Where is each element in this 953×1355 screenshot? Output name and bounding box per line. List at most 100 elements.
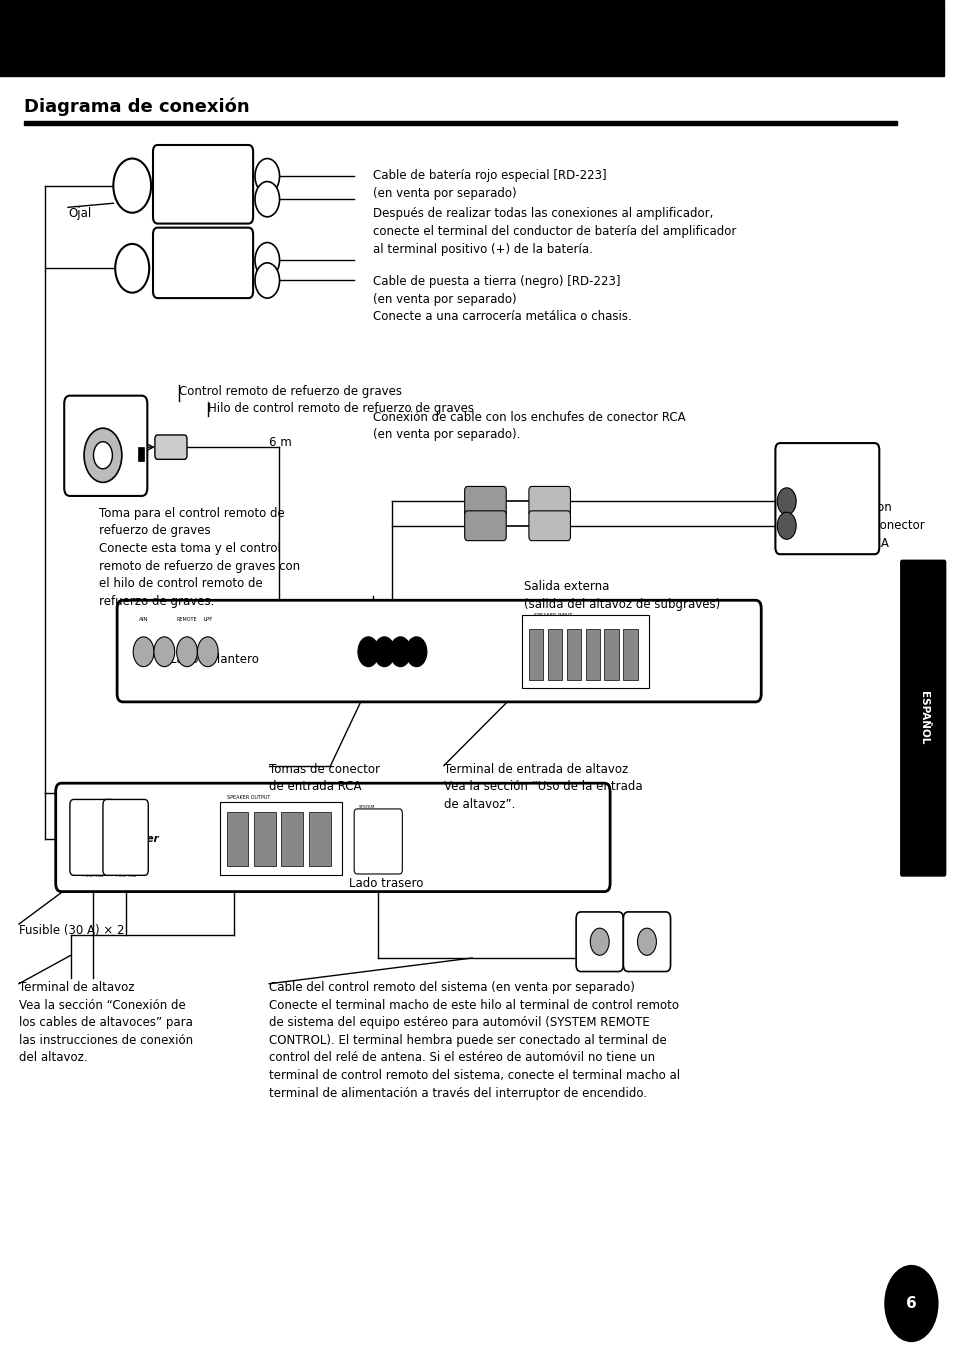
Text: 6 m: 6 m bbox=[269, 436, 292, 450]
FancyBboxPatch shape bbox=[521, 615, 648, 688]
Bar bbox=[227, 812, 248, 866]
Text: refuerzo de graves: refuerzo de graves bbox=[99, 524, 211, 538]
Circle shape bbox=[406, 637, 426, 667]
Circle shape bbox=[777, 512, 796, 539]
Text: refuerzo de graves.: refuerzo de graves. bbox=[99, 595, 214, 608]
Circle shape bbox=[84, 428, 122, 482]
Text: CONTROL: CONTROL bbox=[358, 810, 378, 814]
Text: al terminal positivo (+) de la batería.: al terminal positivo (+) de la batería. bbox=[373, 243, 593, 256]
Text: Cable del control remoto del sistema (en venta por separado): Cable del control remoto del sistema (en… bbox=[269, 981, 635, 995]
Text: CONTROL). El terminal hembra puede ser conectado al terminal de: CONTROL). El terminal hembra puede ser c… bbox=[269, 1034, 666, 1047]
FancyBboxPatch shape bbox=[154, 435, 187, 459]
Bar bbox=[585, 629, 599, 680]
Text: (en venta por separado): (en venta por separado) bbox=[373, 187, 517, 201]
Bar bbox=[0, 0, 943, 76]
Text: FUSE 30A: FUSE 30A bbox=[115, 874, 135, 878]
Text: (en venta por separado).: (en venta por separado). bbox=[373, 428, 520, 442]
Bar bbox=[604, 629, 618, 680]
Text: SYSTEM: SYSTEM bbox=[358, 805, 375, 809]
Text: Cable de batería rojo especial [RD-223]: Cable de batería rojo especial [RD-223] bbox=[373, 169, 606, 183]
Text: automóvil con: automóvil con bbox=[806, 501, 890, 515]
Text: Fusible (30 A): Fusible (30 A) bbox=[163, 241, 243, 255]
FancyBboxPatch shape bbox=[576, 912, 622, 972]
Circle shape bbox=[254, 159, 279, 194]
Text: (salida del altavoz de subgraves): (salida del altavoz de subgraves) bbox=[523, 598, 720, 611]
Bar bbox=[309, 812, 330, 866]
Circle shape bbox=[254, 263, 279, 298]
Text: Fusible (30 A): Fusible (30 A) bbox=[163, 169, 243, 183]
Text: Salida externa: Salida externa bbox=[523, 580, 609, 593]
Circle shape bbox=[374, 637, 395, 667]
Circle shape bbox=[390, 637, 411, 667]
Circle shape bbox=[133, 637, 153, 667]
Circle shape bbox=[176, 637, 197, 667]
Bar bbox=[547, 629, 561, 680]
Text: REMOTE: REMOTE bbox=[176, 617, 197, 622]
Text: Conexión de cable con los enchufes de conector RCA: Conexión de cable con los enchufes de co… bbox=[373, 411, 685, 424]
Text: de sistema del equipo estéreo para automóvil (SYSTEM REMOTE: de sistema del equipo estéreo para autom… bbox=[269, 1016, 649, 1030]
Text: conecte el terminal del conductor de batería del amplificador: conecte el terminal del conductor de bat… bbox=[373, 225, 736, 238]
Text: Fusible (30 A) × 2: Fusible (30 A) × 2 bbox=[19, 924, 124, 938]
Text: Conecte a una carrocería metálica o chasis.: Conecte a una carrocería metálica o chas… bbox=[373, 310, 631, 324]
Text: SPEAKER INPUT: SPEAKER INPUT bbox=[533, 612, 572, 618]
Text: el hilo de control remoto de: el hilo de control remoto de bbox=[99, 577, 263, 591]
Text: Diagrama de conexión: Diagrama de conexión bbox=[24, 98, 249, 117]
Text: 6: 6 bbox=[905, 1295, 916, 1312]
Circle shape bbox=[93, 442, 112, 469]
FancyBboxPatch shape bbox=[528, 511, 570, 541]
Bar bbox=[253, 812, 275, 866]
Bar bbox=[138, 447, 143, 461]
Text: AIN: AIN bbox=[139, 617, 148, 622]
Text: Toma para el control remoto de: Toma para el control remoto de bbox=[99, 507, 285, 520]
Circle shape bbox=[777, 488, 796, 515]
Bar bbox=[24, 122, 896, 125]
Text: Después de realizar todas las conexiones al amplificador,: Después de realizar todas las conexiones… bbox=[373, 207, 713, 221]
Text: FUSE 30A: FUSE 30A bbox=[83, 874, 103, 878]
FancyBboxPatch shape bbox=[899, 560, 945, 877]
Text: Conecte el terminal macho de este hilo al terminal de control remoto: Conecte el terminal macho de este hilo a… bbox=[269, 999, 679, 1012]
Text: ESPAÑOL: ESPAÑOL bbox=[918, 691, 927, 745]
FancyBboxPatch shape bbox=[55, 783, 610, 892]
Text: terminal de control remoto del sistema, conecte el terminal macho al: terminal de control remoto del sistema, … bbox=[269, 1069, 679, 1083]
Text: (en venta por separado): (en venta por separado) bbox=[373, 293, 517, 306]
Text: Conecte esta toma y el control: Conecte esta toma y el control bbox=[99, 542, 281, 556]
Text: los cables de altavoces” para: los cables de altavoces” para bbox=[19, 1016, 193, 1030]
Text: remoto de refuerzo de graves con: remoto de refuerzo de graves con bbox=[99, 560, 300, 573]
Circle shape bbox=[254, 243, 279, 278]
Circle shape bbox=[357, 637, 378, 667]
FancyBboxPatch shape bbox=[152, 145, 253, 224]
FancyBboxPatch shape bbox=[775, 443, 879, 554]
FancyBboxPatch shape bbox=[622, 912, 670, 972]
Text: de salida RCA: de salida RCA bbox=[806, 537, 887, 550]
FancyBboxPatch shape bbox=[64, 396, 147, 496]
Bar bbox=[528, 629, 542, 680]
FancyBboxPatch shape bbox=[117, 600, 760, 702]
Text: Ojal: Ojal bbox=[68, 207, 91, 221]
Text: Estéreo de: Estéreo de bbox=[806, 484, 870, 497]
Text: Cable de puesta a tierra (negro) [RD-223]: Cable de puesta a tierra (negro) [RD-223… bbox=[373, 275, 619, 289]
Text: terminal de alimentación a través del interruptor de encendido.: terminal de alimentación a través del in… bbox=[269, 1087, 646, 1100]
Text: control del relé de antena. Si el estéreo de automóvil no tiene un: control del relé de antena. Si el estére… bbox=[269, 1051, 655, 1065]
Circle shape bbox=[115, 244, 149, 293]
Text: LPF: LPF bbox=[203, 617, 213, 622]
FancyBboxPatch shape bbox=[152, 228, 253, 298]
Text: Vea la sección “Uso de la entrada: Vea la sección “Uso de la entrada bbox=[443, 780, 642, 794]
Circle shape bbox=[590, 928, 609, 955]
Text: Hilo de control remoto de refuerzo de graves: Hilo de control remoto de refuerzo de gr… bbox=[208, 402, 474, 416]
Circle shape bbox=[197, 637, 218, 667]
Text: Control remoto de refuerzo de graves: Control remoto de refuerzo de graves bbox=[179, 385, 402, 398]
FancyBboxPatch shape bbox=[220, 802, 341, 875]
Text: Terminal de entrada de altavoz: Terminal de entrada de altavoz bbox=[443, 763, 627, 776]
Circle shape bbox=[254, 182, 279, 217]
Text: Terminal de altavoz: Terminal de altavoz bbox=[19, 981, 134, 995]
Text: Tomas de conector: Tomas de conector bbox=[269, 763, 380, 776]
Bar bbox=[566, 629, 580, 680]
Text: las instrucciones de conexión: las instrucciones de conexión bbox=[19, 1034, 193, 1047]
Text: Lado delantero: Lado delantero bbox=[170, 653, 258, 667]
Circle shape bbox=[884, 1266, 937, 1341]
Text: SPEAKER OUTPUT: SPEAKER OUTPUT bbox=[227, 795, 270, 801]
FancyBboxPatch shape bbox=[354, 809, 402, 874]
Text: Pioneer: Pioneer bbox=[114, 833, 159, 844]
Bar bbox=[622, 629, 637, 680]
FancyBboxPatch shape bbox=[70, 799, 115, 875]
